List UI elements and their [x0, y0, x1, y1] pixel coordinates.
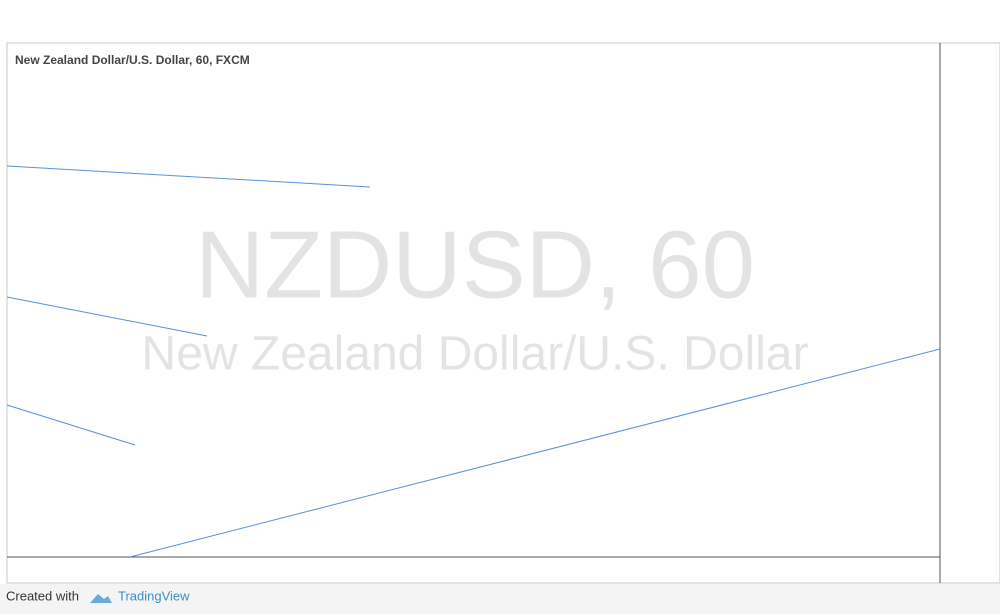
- trend-line: [6, 404, 136, 446]
- chart-frame: [6, 42, 1000, 584]
- trend-lines: [6, 165, 941, 558]
- footer-brand[interactable]: TradingView: [118, 588, 190, 603]
- top-band: [0, 0, 1000, 40]
- trend-line: [6, 296, 208, 337]
- watermark: NZDUSD, 60: [195, 211, 755, 318]
- trend-line: [129, 348, 941, 558]
- footer: [0, 584, 1000, 614]
- chart-title: New Zealand Dollar/U.S. Dollar, 60, FXCM: [15, 53, 250, 67]
- tradingview-logo: [90, 594, 112, 603]
- footer-text: Created with: [6, 588, 79, 603]
- watermark-subtitle: New Zealand Dollar/U.S. Dollar: [142, 328, 809, 381]
- trend-line: [6, 165, 371, 188]
